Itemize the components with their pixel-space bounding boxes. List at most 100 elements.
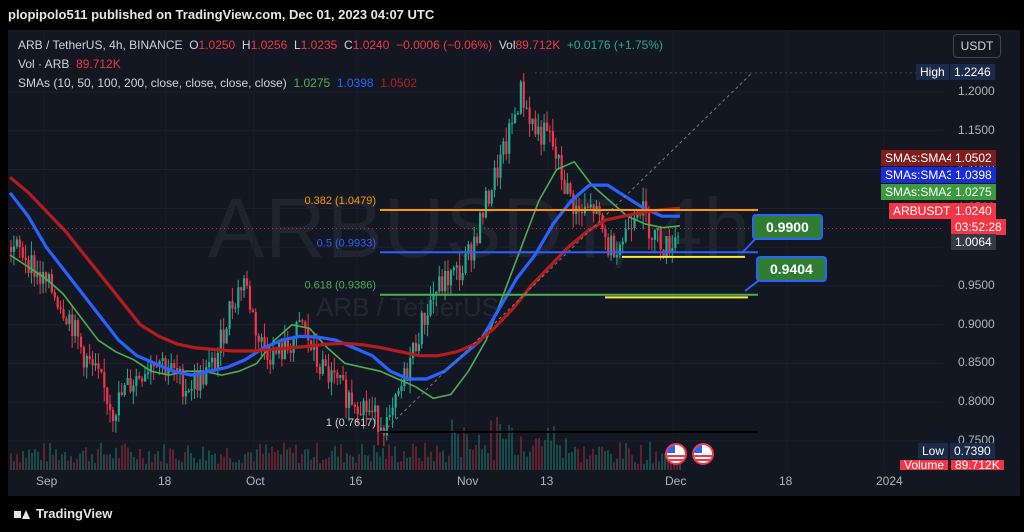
volume-bar — [124, 443, 126, 470]
volume-bar — [460, 457, 462, 470]
price-change: −0.0006 (−0.06%) — [396, 38, 493, 52]
volume-bar — [466, 434, 468, 470]
candle-body — [345, 379, 348, 408]
volume-bar — [532, 445, 534, 470]
candle-body — [531, 118, 534, 124]
volume-bar — [334, 445, 336, 470]
tradingview-logo[interactable]: TradingView — [14, 506, 112, 521]
candle-body — [184, 391, 187, 397]
volume-bar — [376, 452, 378, 470]
fib-label: 1 (0.7617) — [326, 417, 376, 429]
volume-bar — [34, 449, 36, 470]
candle-body — [295, 322, 298, 339]
candle-body — [627, 227, 630, 229]
volume-bar — [181, 462, 183, 470]
candle-body — [522, 81, 525, 108]
candle-body — [339, 375, 342, 378]
volume-bar — [436, 445, 438, 470]
volume-bar — [502, 438, 504, 470]
us-flag-icon[interactable] — [665, 443, 687, 465]
volume-bar — [547, 427, 549, 470]
candle-body — [493, 167, 496, 191]
volume-row[interactable]: Vol · ARB 89.712K — [18, 55, 663, 74]
sma-label: SMAs (10, 50, 100, 200, close, close, cl… — [18, 76, 287, 90]
candle-body — [173, 363, 176, 369]
volume-bar — [307, 449, 309, 470]
candle-body — [377, 405, 380, 433]
volume-bar — [211, 455, 213, 470]
candle-body — [216, 352, 220, 371]
candle-body — [68, 314, 71, 324]
candle-body — [33, 255, 36, 277]
candle-body — [94, 363, 97, 366]
candle-body — [336, 372, 339, 378]
candle-body — [109, 403, 112, 410]
volume-bar — [388, 444, 390, 470]
volume-bar — [643, 463, 645, 470]
candle-body — [30, 255, 33, 274]
volume-bar — [535, 438, 537, 470]
volume-label: Vol · ARB — [18, 57, 70, 71]
volume-bar — [601, 446, 603, 470]
volume-bar — [541, 446, 543, 470]
sma3-badge-value: 1.0398 — [951, 167, 996, 183]
candle-body — [610, 235, 613, 256]
volume-bar — [637, 463, 639, 470]
volume-bar — [421, 461, 423, 470]
candle-body — [446, 270, 450, 286]
candle-body — [123, 385, 126, 396]
candle-body — [260, 337, 263, 342]
volume-bar — [646, 459, 648, 470]
candle-body — [394, 394, 397, 408]
volume-bar — [127, 447, 129, 470]
volume-bar — [514, 454, 516, 470]
sma3-badge-label: SMAs:SMA3 — [881, 167, 958, 183]
volume-bar — [226, 448, 228, 470]
candle-body — [417, 344, 421, 352]
candle-body — [111, 409, 115, 421]
volume-bar — [106, 454, 108, 470]
symbol-title[interactable]: ARB / TetherUS, 4h, BINANCE — [18, 38, 183, 52]
candle-body — [347, 392, 351, 408]
candle-body — [257, 335, 260, 342]
volume-bar — [523, 451, 525, 470]
target-callout-2[interactable]: 0.9404 — [756, 256, 827, 282]
vol-key: Vol — [498, 38, 516, 52]
volume-bar — [286, 449, 288, 470]
volume-bar — [118, 458, 120, 470]
candle-body — [659, 228, 662, 250]
volume-bar — [433, 461, 435, 470]
volume-bar — [130, 451, 132, 470]
candle-body — [53, 292, 56, 298]
volume-bar — [49, 442, 51, 470]
candle-body — [129, 378, 132, 392]
candle-body — [196, 374, 199, 391]
price-tick-label: 0.8000 — [958, 394, 995, 409]
volume-bar — [238, 459, 240, 470]
candle-body — [56, 297, 59, 308]
low-badge-label: Low — [918, 443, 949, 459]
sma-row[interactable]: SMAs (10, 50, 100, 200, close, close, cl… — [18, 74, 663, 93]
candle-body — [537, 126, 540, 135]
candle-body — [77, 320, 80, 337]
volume-bar — [154, 453, 156, 470]
volume-bar — [91, 454, 93, 470]
currency-button[interactable]: USDT — [953, 34, 1001, 58]
chart-pane[interactable]: ARBUSDT, 4h ARB / TetherUS 0.382 (1.0479… — [8, 30, 1020, 496]
candle-body — [193, 374, 196, 390]
volume-bar — [499, 424, 501, 470]
volume-bar — [370, 461, 372, 470]
candle-body — [406, 368, 409, 381]
volume-bar — [484, 445, 486, 470]
target-callout-1[interactable]: 0.9900 — [752, 214, 823, 240]
time-tick-label: 2024 — [876, 474, 903, 488]
candle-body — [167, 370, 170, 375]
fib-label: 0.618 (0.9386) — [304, 280, 376, 292]
volume-bar — [553, 426, 555, 470]
sma4-badge-label: SMAs:SMA4 — [881, 150, 958, 166]
candle-body — [65, 318, 68, 324]
price-chart[interactable]: 0.382 (1.0479) 0.5 (0.9933) 0.618 (0.9386)… — [8, 30, 1020, 496]
us-flag-icon[interactable] — [692, 443, 714, 465]
candle-body — [455, 265, 458, 268]
